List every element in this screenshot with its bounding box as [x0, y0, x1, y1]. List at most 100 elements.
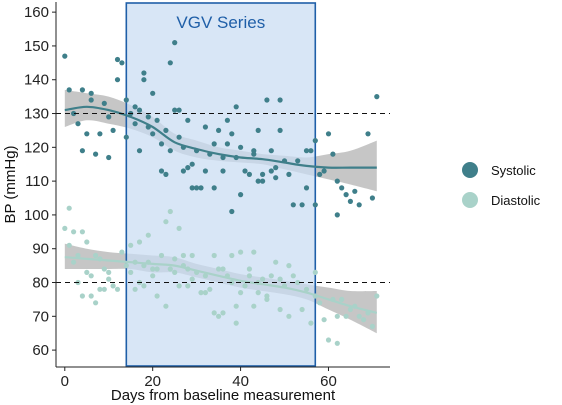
data-point-diastolic — [66, 242, 72, 248]
data-point-systolic — [251, 148, 257, 154]
data-point-systolic — [299, 202, 305, 208]
data-point-systolic — [268, 148, 274, 154]
data-point-systolic — [334, 178, 340, 184]
data-point-systolic — [172, 107, 178, 113]
data-point-systolic — [290, 202, 296, 208]
data-point-systolic — [268, 168, 274, 174]
data-point-systolic — [101, 100, 107, 106]
reference-lines — [56, 113, 390, 284]
vgv-series-label: VGV Series — [176, 13, 265, 32]
data-point-diastolic — [167, 208, 173, 215]
y-tick-label: 160 — [24, 4, 49, 21]
data-point-diastolic — [66, 205, 72, 211]
data-point-systolic — [75, 121, 81, 127]
data-point-systolic — [334, 212, 340, 218]
data-point-systolic — [154, 117, 160, 123]
data-point-diastolic — [317, 300, 323, 306]
data-point-systolic — [158, 141, 165, 147]
data-point-systolic — [233, 104, 239, 110]
data-point-diastolic — [172, 256, 178, 262]
data-point-systolic — [216, 127, 222, 133]
data-point-diastolic — [128, 242, 134, 248]
data-point-systolic — [158, 168, 165, 174]
data-point-diastolic — [339, 296, 345, 302]
data-point-diastolic — [286, 313, 292, 319]
data-point-diastolic — [176, 225, 182, 231]
data-point-systolic — [88, 90, 94, 96]
y-axis-title: BP (mmHg) — [2, 145, 19, 223]
data-point-diastolic — [312, 269, 318, 275]
data-point-systolic — [295, 158, 301, 164]
data-point-systolic — [79, 148, 85, 154]
data-point-systolic — [238, 144, 244, 150]
data-point-systolic — [352, 188, 358, 194]
y-tick-label: 90 — [32, 241, 49, 258]
data-point-systolic — [339, 185, 345, 191]
data-point-diastolic — [233, 303, 239, 309]
data-point-diastolic — [106, 269, 112, 275]
data-point-systolic — [145, 114, 151, 120]
data-point-diastolic — [220, 266, 226, 272]
data-point-diastolic — [88, 273, 94, 279]
data-point-diastolic — [277, 276, 283, 282]
data-point-systolic — [79, 87, 85, 93]
data-point-systolic — [202, 168, 208, 174]
data-point-systolic — [189, 161, 195, 167]
data-point-systolic — [260, 178, 266, 184]
data-point-systolic — [194, 185, 200, 191]
data-point-diastolic — [189, 276, 195, 282]
data-point-systolic — [211, 185, 217, 191]
data-point-systolic — [308, 148, 314, 154]
data-point-systolic — [273, 165, 279, 171]
data-point-diastolic — [93, 300, 99, 306]
data-point-systolic — [172, 40, 178, 46]
data-point-diastolic — [101, 286, 107, 292]
data-point-systolic — [277, 97, 283, 103]
data-point-diastolic — [216, 266, 222, 272]
data-point-diastolic — [334, 313, 340, 319]
data-point-diastolic — [123, 263, 129, 269]
data-point-systolic — [312, 202, 318, 208]
data-point-systolic — [163, 171, 169, 177]
data-point-systolic — [202, 124, 208, 130]
data-point-systolic — [176, 107, 182, 113]
data-point-diastolic — [246, 266, 252, 272]
data-point-diastolic — [229, 252, 235, 259]
y-tick-label: 140 — [24, 72, 49, 89]
data-point-diastolic — [172, 269, 178, 275]
data-point-diastolic — [158, 252, 165, 259]
data-point-diastolic — [334, 340, 340, 346]
data-point-systolic — [238, 192, 244, 198]
data-points — [62, 40, 380, 346]
data-point-systolic — [185, 117, 191, 123]
data-point-diastolic — [150, 266, 156, 272]
data-point-diastolic — [216, 313, 222, 319]
data-point-diastolic — [242, 283, 248, 289]
data-point-systolic — [317, 171, 323, 177]
data-point-systolic — [123, 134, 129, 140]
data-point-diastolic — [220, 310, 226, 316]
y-tick-label: 110 — [25, 173, 49, 190]
data-point-systolic — [255, 178, 261, 184]
data-point-diastolic — [167, 266, 173, 272]
vgv-series-rect — [125, 2, 317, 367]
data-point-systolic — [224, 117, 230, 123]
y-tick-label: 60 — [32, 342, 49, 359]
data-point-systolic — [255, 127, 261, 133]
data-point-diastolic — [369, 323, 375, 329]
data-point-diastolic — [251, 249, 257, 255]
data-point-systolic — [180, 168, 186, 174]
data-point-systolic — [347, 198, 353, 204]
data-point-diastolic — [119, 249, 125, 255]
chart-labels: VGV Series Days from baseline measuremen… — [2, 13, 336, 404]
data-point-diastolic — [189, 252, 195, 259]
data-point-systolic — [88, 97, 94, 103]
data-point-systolic — [71, 110, 77, 117]
data-point-systolic — [303, 148, 310, 154]
data-point-diastolic — [88, 293, 94, 299]
data-point-diastolic — [136, 239, 143, 245]
data-point-systolic — [97, 131, 103, 137]
data-point-diastolic — [290, 273, 296, 279]
data-point-systolic — [356, 202, 362, 208]
data-point-diastolic — [128, 269, 134, 275]
